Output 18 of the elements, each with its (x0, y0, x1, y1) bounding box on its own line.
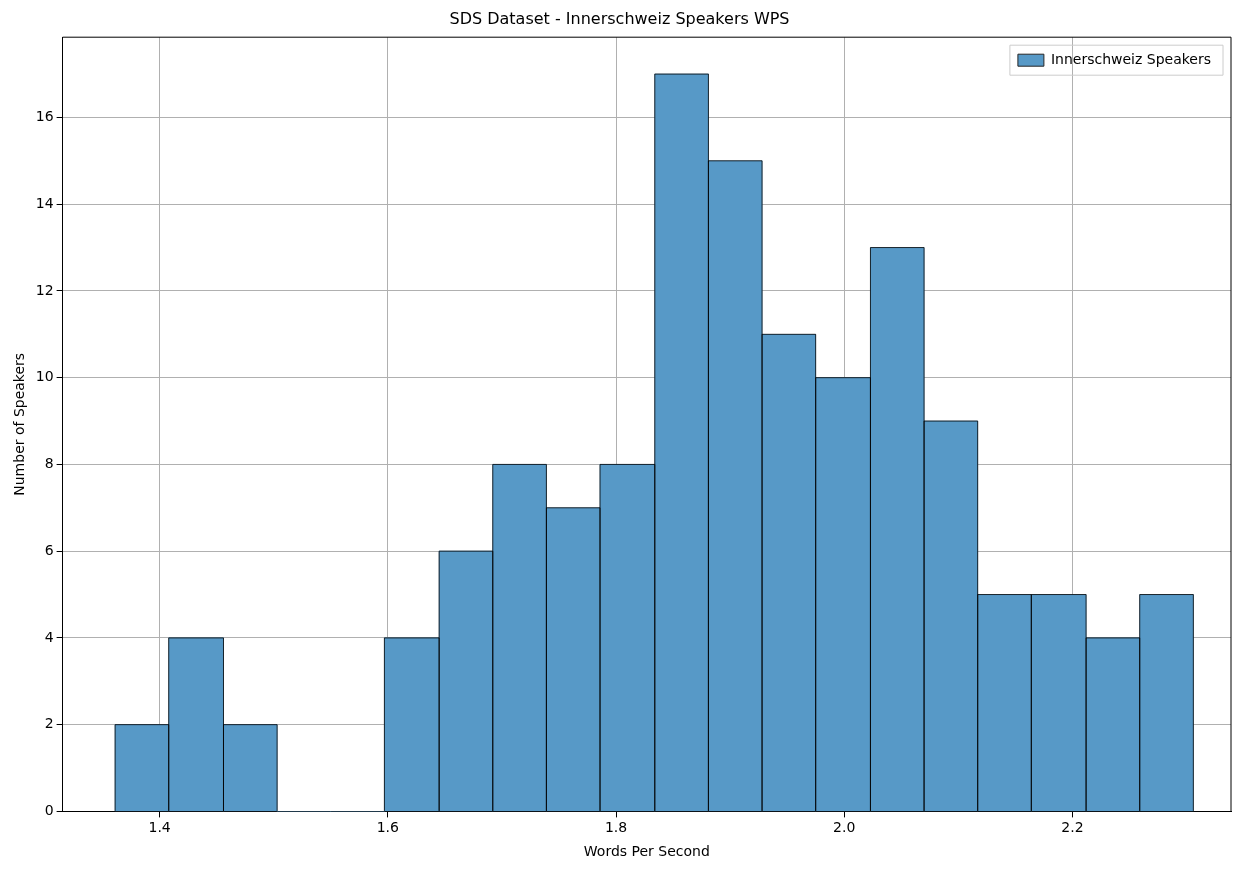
y-axis-title: Number of Speakers (11, 352, 28, 496)
x-tick-label: 1.8 (604, 819, 628, 836)
x-tick-label: 2.2 (1061, 819, 1084, 836)
x-axis-title: Words Per Second (583, 843, 710, 860)
y-tick-label: 14 (35, 194, 54, 211)
x-tick-label: 1.4 (148, 819, 171, 836)
y-tick-label: 0 (44, 802, 54, 819)
y-tick-label: 6 (44, 541, 54, 558)
x-tick-label: 1.6 (376, 819, 400, 836)
y-tick-label: 2 (44, 715, 54, 732)
y-tick-label: 12 (35, 281, 54, 298)
y-tick-label: 10 (35, 368, 54, 385)
legend-label: Innerschweiz Speakers (1050, 50, 1212, 67)
x-tick-label: 2.0 (833, 819, 856, 836)
y-tick-label: 4 (44, 628, 54, 645)
y-tick-label: 8 (44, 455, 54, 472)
y-tick-label: 16 (35, 108, 54, 125)
chart-title: SDS Dataset - Innerschweiz Speakers WPS (449, 8, 790, 28)
